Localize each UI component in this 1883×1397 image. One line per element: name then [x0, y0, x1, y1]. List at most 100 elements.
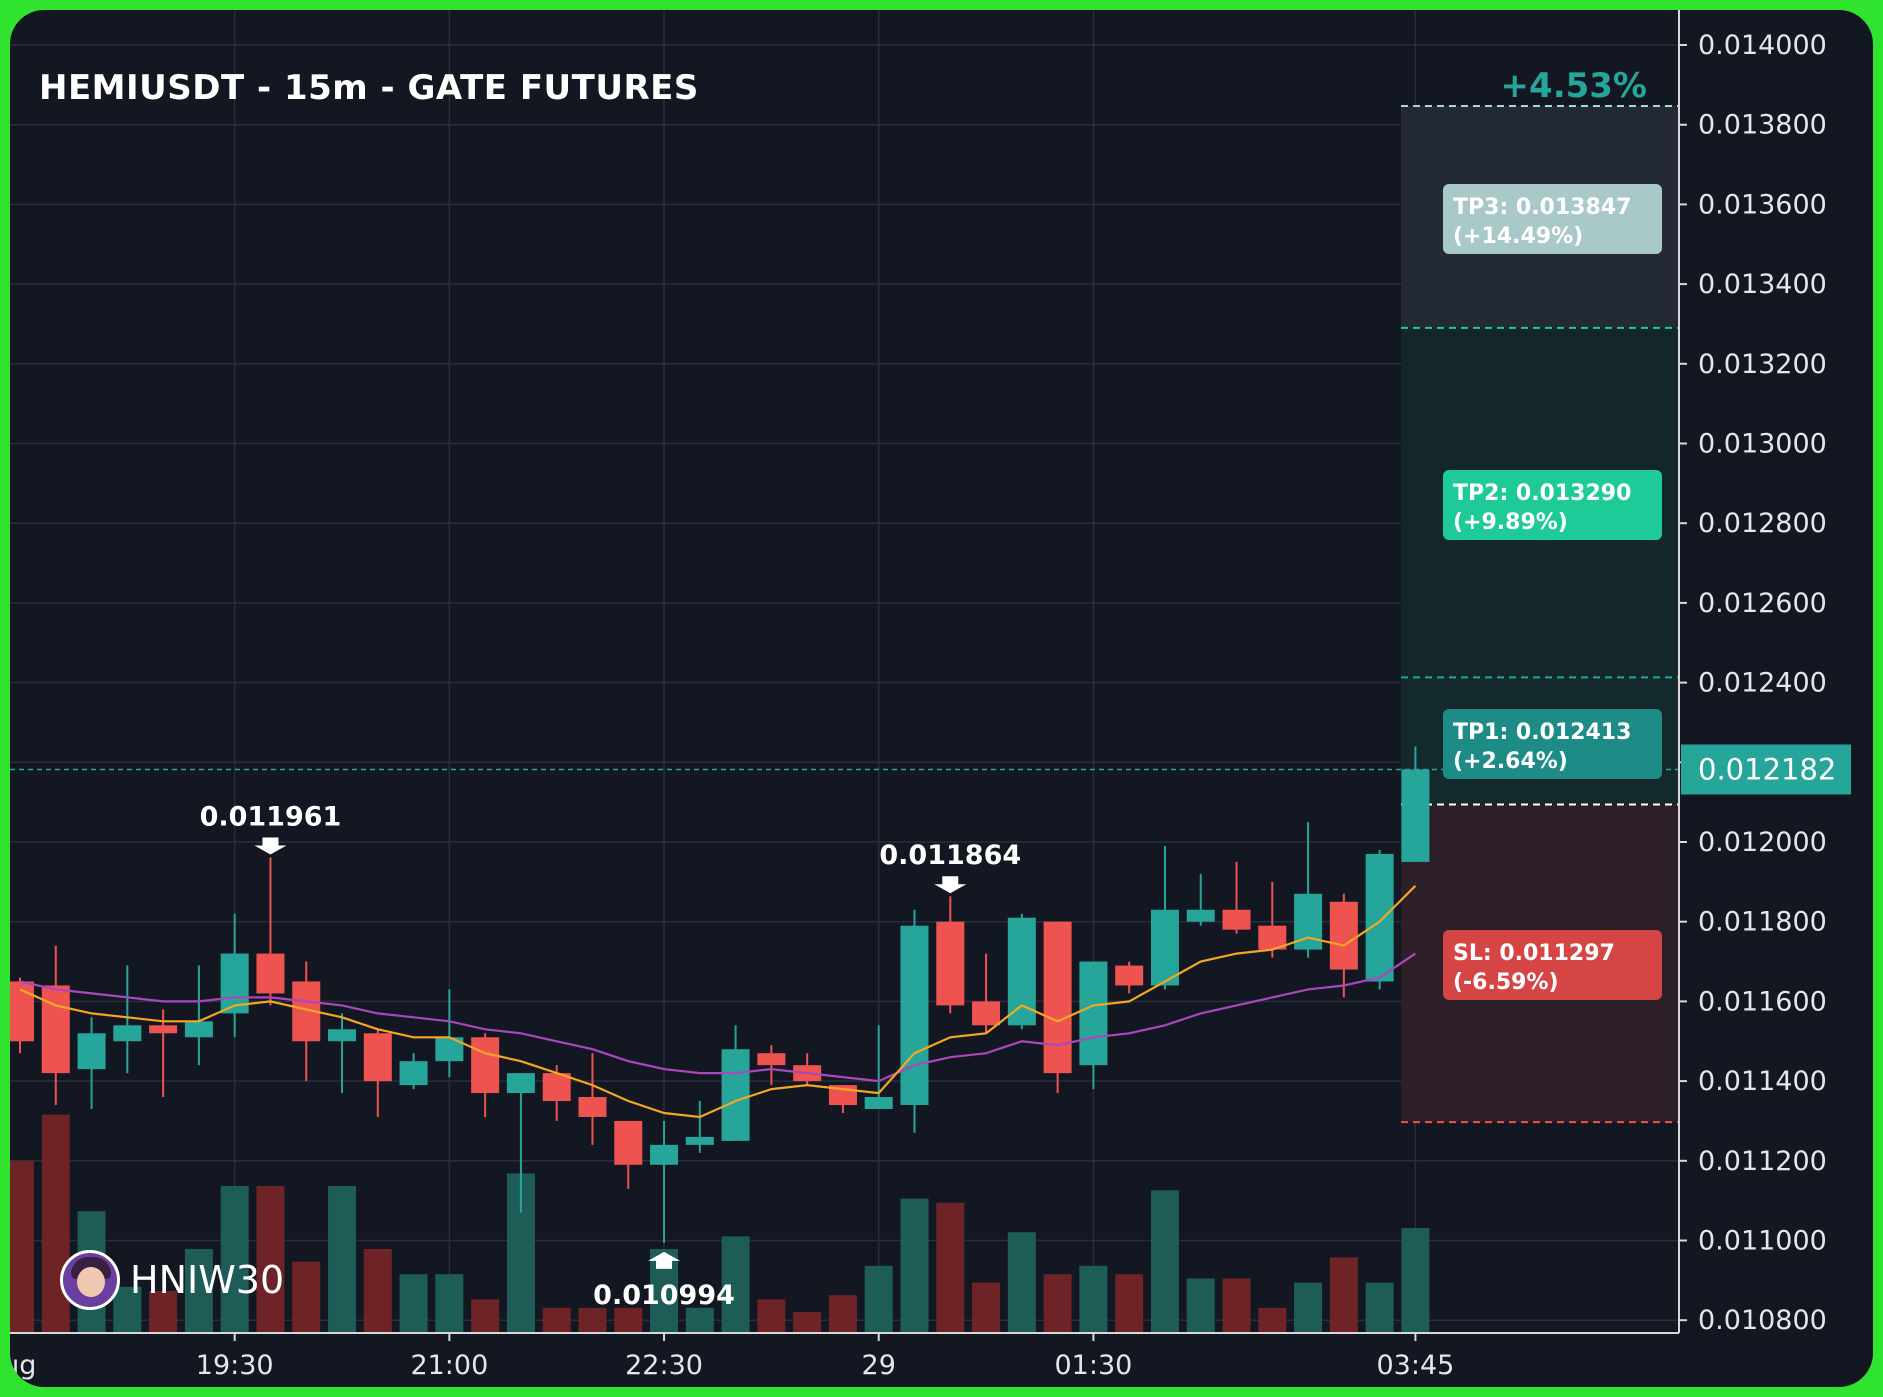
candle-body [1258, 925, 1287, 950]
y-tick-label: 0.013800 [1698, 110, 1827, 141]
last-price-tag: 0.012182 [1681, 744, 1851, 795]
candle [1186, 873, 1215, 926]
ema-fast-line [19, 885, 1417, 1119]
candle [363, 1029, 392, 1117]
tp2-tag: TP2: 0.013290 (+9.89%) [1443, 470, 1662, 540]
y-tick-label: 0.011800 [1698, 907, 1827, 938]
volume-bar [149, 1291, 178, 1333]
candles [10, 746, 1430, 1243]
high-price-label: 0.011864 [879, 840, 1021, 871]
candle-body [864, 1097, 893, 1109]
y-tick-label: 0.012000 [1698, 827, 1827, 858]
sl-tag: SL: 0.011297 (-6.59%) [1443, 930, 1662, 1000]
volume-bar [972, 1282, 1001, 1333]
volume-bar [793, 1312, 822, 1333]
sl-tag-bg [1443, 930, 1662, 1000]
candle [542, 1065, 571, 1121]
candle [650, 1120, 679, 1243]
last-price-tag-label: 0.012182 [1698, 752, 1836, 786]
chart-frame: 0.011961 0.011864 0.010994 TP3: 0.013847 (+1… [10, 10, 1873, 1387]
candle [1258, 881, 1287, 958]
candle-body [900, 925, 929, 1106]
candle [435, 989, 464, 1078]
volume-bar [1007, 1232, 1036, 1333]
chart-title: HEMIUSDT - 15m - GATE FUTURES [39, 68, 699, 108]
y-tick-label: 0.010800 [1698, 1305, 1827, 1336]
volume-bar [1079, 1265, 1108, 1333]
tp3-tag-price: TP3: 0.013847 [1453, 195, 1631, 220]
candle-body [113, 1025, 142, 1042]
volume-bar [1401, 1228, 1430, 1333]
volume-bar [1115, 1274, 1144, 1333]
candle-body [1150, 909, 1179, 986]
candle [1043, 921, 1072, 1094]
x-tick-label: 01:30 [1054, 1350, 1132, 1381]
candle-body [614, 1120, 643, 1165]
candle [77, 1017, 106, 1109]
volume-bar [614, 1307, 643, 1333]
y-tick-label: 0.011600 [1698, 986, 1827, 1017]
candle [292, 961, 321, 1082]
low-price-label: 0.010994 [593, 1280, 735, 1311]
candle [972, 953, 1001, 1034]
candle-body [936, 921, 965, 1006]
volume-bar [864, 1265, 893, 1333]
volume-bar [1294, 1282, 1323, 1333]
y-tick-label: 0.011400 [1698, 1066, 1827, 1097]
candle-body [41, 985, 70, 1074]
candle [1222, 861, 1251, 934]
volume-bar [1150, 1190, 1179, 1333]
candle-body [506, 1073, 535, 1094]
volume-bar [1258, 1307, 1287, 1333]
volume-bar [1186, 1278, 1215, 1333]
x-tick-label: 29 [862, 1350, 896, 1381]
volume-bar [435, 1274, 464, 1333]
volume-bars [10, 1114, 1430, 1333]
x-tick-label: 21:00 [410, 1350, 488, 1381]
y-tick-label: 0.013200 [1698, 349, 1827, 380]
y-tick-label: 0.011200 [1698, 1146, 1827, 1177]
y-tick-label: 0.014000 [1698, 30, 1827, 61]
volume-bar [471, 1299, 500, 1333]
candlestick-chart[interactable]: 0.011961 0.011864 0.010994 TP3: 0.013847 (+1… [10, 10, 1873, 1387]
candle-body [399, 1061, 428, 1086]
y-tick-label: 0.012800 [1698, 508, 1827, 539]
candle [256, 857, 285, 1006]
ema-slow-line [19, 952, 1417, 1083]
candle [721, 1025, 750, 1141]
candle [1115, 961, 1144, 994]
y-tick-label: 0.013400 [1698, 269, 1827, 300]
tp2-tag-percent: (+9.89%) [1453, 510, 1568, 535]
volume-bar [1043, 1274, 1072, 1333]
candle [184, 965, 213, 1066]
candle [471, 1033, 500, 1117]
tp1-tag: TP1: 0.012413 (+2.64%) [1443, 709, 1662, 779]
candle-body [77, 1033, 106, 1070]
down-arrow-icon [934, 876, 967, 894]
y-tick-label: 0.013600 [1698, 189, 1827, 220]
volume-bar [828, 1295, 857, 1333]
candle-body [1007, 917, 1036, 1026]
y-tick-label: 0.013000 [1698, 429, 1827, 460]
candle-body [1043, 921, 1072, 1074]
candle-body [1079, 961, 1108, 1066]
candle-body [578, 1097, 607, 1117]
volume-bar [936, 1202, 965, 1333]
tp1-tag-percent: (+2.64%) [1453, 749, 1568, 774]
high-price-label: 0.011961 [200, 802, 342, 833]
change-percent-label: +4.53% [1501, 66, 1647, 106]
volume-bar [757, 1299, 786, 1333]
candle-body [184, 1021, 213, 1038]
sl-tag-price: SL: 0.011297 [1453, 941, 1615, 966]
x-tick-label: 19:30 [196, 1350, 274, 1381]
x-edge-label: Aug [10, 1350, 36, 1381]
candle [1079, 961, 1108, 1090]
candle [900, 909, 929, 1133]
tp3-tag-bg [1443, 184, 1662, 254]
volume-bar [1365, 1282, 1394, 1333]
candle-body [363, 1033, 392, 1082]
tp1-tag-bg [1443, 709, 1662, 779]
candle-body [256, 953, 285, 994]
volume-bar [292, 1261, 321, 1333]
candle-body [757, 1053, 786, 1066]
